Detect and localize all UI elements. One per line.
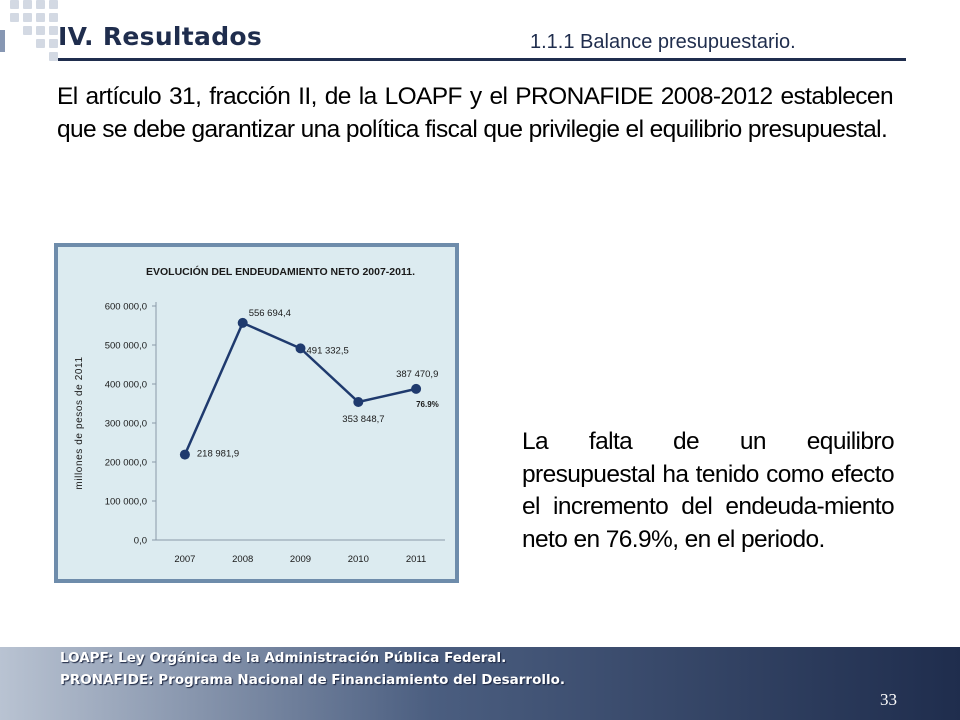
decorative-dot <box>36 13 45 22</box>
side-paragraph: La falta de un equilibro presupuestal ha… <box>522 428 895 553</box>
decorative-dot <box>23 26 32 35</box>
x-tick-label: 2010 <box>348 554 369 565</box>
decorative-dot <box>49 39 58 48</box>
data-label: 218 981,9 <box>197 449 239 460</box>
data-point <box>411 383 422 394</box>
page-number: 33 <box>880 690 897 709</box>
decorative-dot <box>23 0 32 9</box>
decorative-dot <box>23 13 32 22</box>
footer-note-loapf: LOAPF: Ley Orgánica de la Administración… <box>60 650 507 666</box>
growth-annotation: 76.9% <box>416 400 439 409</box>
data-point <box>179 449 190 460</box>
decorative-dot <box>36 26 45 35</box>
footer-band <box>0 647 960 720</box>
y-tick-label: 500 000,0 <box>105 341 147 352</box>
y-axis-label: millones de pesos de 2011 <box>74 356 85 489</box>
chart-frame: EVOLUCIÓN DEL ENDEUDAMIENTO NETO 2007-20… <box>54 243 459 583</box>
x-tick-label: 2008 <box>232 554 253 565</box>
data-point <box>295 343 306 354</box>
data-point <box>237 317 248 328</box>
intro-paragraph: El artículo 31, fracción II, de la LOAPF… <box>57 83 894 143</box>
decorative-dot <box>10 13 19 22</box>
footer-note-pronafide: PRONAFIDE: Programa Nacional de Financia… <box>60 672 566 688</box>
decorative-dot <box>36 0 45 9</box>
decorative-bar <box>0 30 5 52</box>
y-tick-label: 0,0 <box>134 536 147 547</box>
y-tick-label: 400 000,0 <box>105 380 147 391</box>
y-tick-label: 300 000,0 <box>105 419 147 430</box>
x-tick-label: 2009 <box>290 554 311 565</box>
decorative-dot <box>49 52 58 61</box>
decorative-dot <box>10 0 19 9</box>
y-tick-label: 100 000,0 <box>105 497 147 508</box>
decorative-dot <box>36 39 45 48</box>
data-label: 556 694,4 <box>249 308 291 319</box>
data-label: 491 332,5 <box>307 345 349 356</box>
data-point <box>353 396 364 407</box>
decorative-dot <box>49 0 58 9</box>
y-tick-label: 200 000,0 <box>105 458 147 469</box>
x-tick-label: 2007 <box>174 554 195 565</box>
slide-subtitle: 1.1.1 Balance presupuestario. <box>530 31 796 53</box>
data-label: 387 470,9 <box>396 369 438 380</box>
series-line <box>183 321 417 456</box>
x-tick-label: 2011 <box>406 554 426 565</box>
line-chart: EVOLUCIÓN DEL ENDEUDAMIENTO NETO 2007-20… <box>74 265 445 565</box>
data-label: 353 848,7 <box>342 414 384 425</box>
decorative-dot-grid <box>0 0 60 70</box>
chart-title: EVOLUCIÓN DEL ENDEUDAMIENTO NETO 2007-20… <box>146 265 415 278</box>
decorative-dot <box>49 13 58 22</box>
title-divider <box>58 58 906 61</box>
slide-title: IV. Resultados <box>58 22 263 51</box>
y-tick-label: 600 000,0 <box>105 302 147 313</box>
decorative-dot <box>49 26 58 35</box>
chart-area: EVOLUCIÓN DEL ENDEUDAMIENTO NETO 2007-20… <box>58 247 455 579</box>
